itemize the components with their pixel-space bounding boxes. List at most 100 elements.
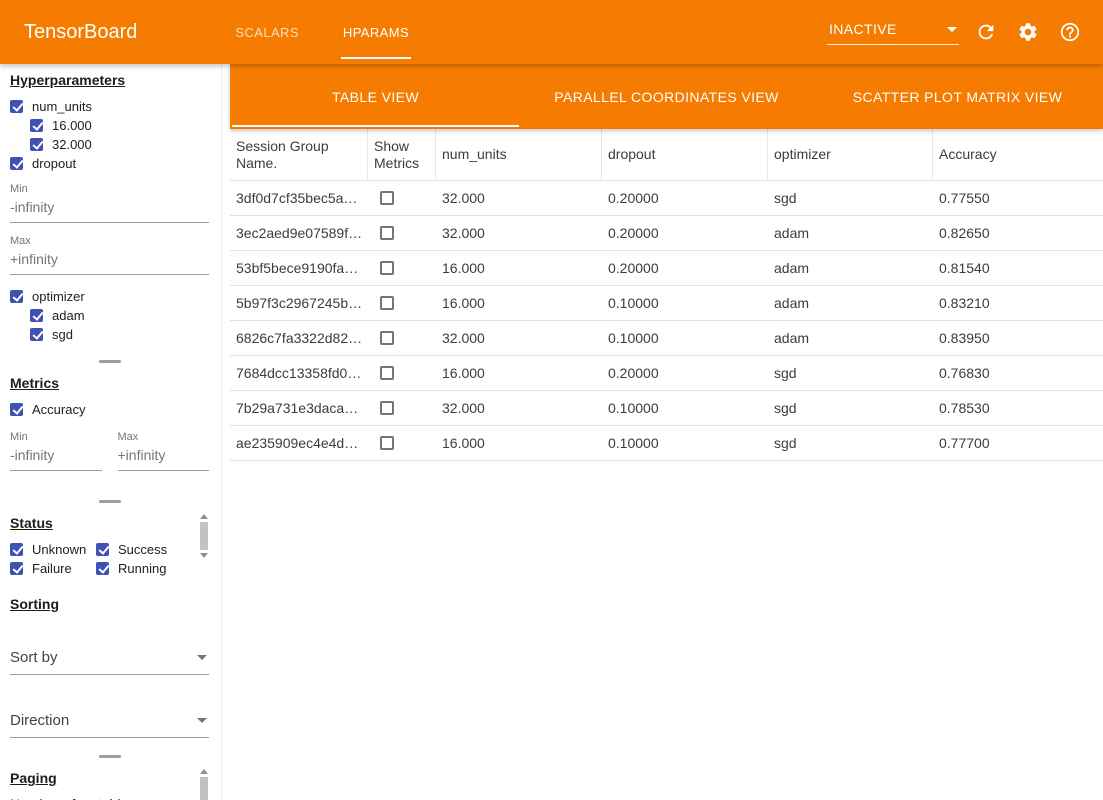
section-resize-handle[interactable] (98, 755, 121, 758)
scroll-up-icon[interactable] (199, 769, 208, 774)
column-num-units: num_units (436, 129, 602, 180)
status-success[interactable]: Success (96, 540, 185, 558)
hparam-value-32[interactable]: 32.000 (30, 135, 209, 153)
show-metrics-checkbox[interactable] (380, 331, 394, 345)
dropout-min-input[interactable] (10, 195, 209, 223)
scrollbar-thumb[interactable] (199, 777, 208, 800)
metrics-title: Metrics (10, 375, 60, 391)
tab-scatter-plot-matrix-view[interactable]: SCATTER PLOT MATRIX VIEW (812, 64, 1103, 129)
hparam-value-16-label: 16.000 (52, 117, 92, 133)
dropout-max-input[interactable] (10, 247, 209, 275)
hparam-value-adam[interactable]: adam (30, 306, 209, 324)
table-row: 7684dcc13358fd0… 16.000 0.20000 sgd 0.76… (230, 356, 1103, 391)
dropout-max-label: Max (10, 235, 31, 247)
table-row: 3ec2aed9e07589f… 32.000 0.20000 adam 0.8… (230, 216, 1103, 251)
num-units-cell: 16.000 (442, 260, 485, 276)
app-header: TensorBoard SCALARS HPARAMS INACTIVE (0, 0, 1103, 64)
checkbox-checked-icon[interactable] (96, 561, 109, 575)
status-failure-label: Failure (32, 560, 72, 576)
show-metrics-cell (368, 261, 436, 275)
session-group-name: 3ec2aed9e07589f… (236, 225, 363, 241)
status-failure[interactable]: Failure (10, 559, 96, 577)
status-unknown[interactable]: Unknown (10, 540, 96, 558)
status-running-label: Running (118, 560, 167, 576)
checkbox-checked-icon[interactable] (30, 118, 43, 132)
help-icon (1060, 22, 1080, 42)
hparam-optimizer[interactable]: optimizer (10, 287, 209, 305)
tab-scalars-label: SCALARS (235, 24, 299, 40)
show-metrics-checkbox[interactable] (380, 261, 394, 275)
accuracy-cell: 0.82650 (939, 225, 990, 241)
reload-button[interactable] (971, 17, 1001, 47)
section-resize-handle[interactable] (98, 360, 121, 363)
checkbox-checked-icon[interactable] (10, 542, 23, 556)
settings-button[interactable] (1013, 17, 1043, 47)
num-units-cell: 32.000 (442, 330, 485, 346)
table-row: 7b29a731e3daca… 32.000 0.10000 sgd 0.785… (230, 391, 1103, 426)
matching-groups-summary: Number of matching session groups: 8 (10, 795, 183, 800)
show-metrics-cell (368, 191, 436, 205)
metrics-section: Metrics Accuracy Min Max (0, 367, 221, 503)
accuracy-cell: 0.76830 (939, 365, 990, 381)
main-panel: TABLE VIEW PARALLEL COORDINATES VIEW SCA… (230, 64, 1103, 800)
show-metrics-checkbox[interactable] (380, 436, 394, 450)
run-status-select[interactable]: INACTIVE (827, 19, 959, 45)
column-accuracy: Accuracy (939, 146, 997, 162)
metric-accuracy[interactable]: Accuracy (10, 400, 209, 418)
show-metrics-checkbox[interactable] (380, 401, 394, 415)
show-metrics-checkbox[interactable] (380, 296, 394, 310)
checkbox-checked-icon[interactable] (96, 542, 109, 556)
metric-min-label: Min (10, 431, 28, 443)
session-group-name: 53bf5bece9190fa… (236, 260, 359, 276)
checkbox-checked-icon[interactable] (10, 289, 23, 303)
num-units-cell: 16.000 (442, 295, 485, 311)
num-units-cell: 32.000 (442, 400, 485, 416)
show-metrics-checkbox[interactable] (380, 226, 394, 240)
tab-scalars[interactable]: SCALARS (213, 0, 321, 64)
checkbox-checked-icon[interactable] (30, 327, 43, 341)
direction-select[interactable]: Direction (10, 707, 209, 738)
dropout-cell: 0.20000 (608, 190, 659, 206)
optimizer-cell: sgd (774, 190, 797, 206)
tab-parallel-coordinates-view[interactable]: PARALLEL COORDINATES VIEW (521, 64, 812, 129)
metric-max-input[interactable] (117, 443, 209, 471)
section-resize-handle[interactable] (98, 500, 121, 503)
optimizer-cell: adam (774, 260, 810, 276)
tab-table-view[interactable]: TABLE VIEW (230, 64, 521, 129)
accuracy-cell: 0.78530 (939, 400, 990, 416)
hparam-dropout[interactable]: dropout (10, 154, 209, 172)
hparam-value-16[interactable]: 16.000 (30, 116, 209, 134)
optimizer-cell: sgd (774, 400, 797, 416)
checkbox-checked-icon[interactable] (30, 137, 43, 151)
metric-min-input[interactable] (10, 443, 102, 471)
checkbox-checked-icon[interactable] (30, 308, 43, 322)
show-metrics-cell (368, 366, 436, 380)
sort-by-select[interactable]: Sort by (10, 644, 209, 675)
scrollbar-thumb[interactable] (199, 522, 208, 550)
show-metrics-checkbox[interactable] (380, 366, 394, 380)
dropout-cell: 0.20000 (608, 225, 659, 241)
paging-section: Paging Number of matching session groups… (0, 762, 221, 800)
hparam-value-sgd[interactable]: sgd (30, 325, 209, 343)
help-button[interactable] (1055, 17, 1085, 47)
tab-table-view-label: TABLE VIEW (332, 88, 419, 105)
session-group-name: 3df0d7cf35bec5a… (236, 190, 358, 206)
paging-scrollbar[interactable] (199, 769, 208, 800)
status-scrollbar[interactable] (199, 514, 208, 558)
hparam-num-units[interactable]: num_units (10, 97, 209, 115)
metrics-minmax: Min Max (10, 420, 209, 483)
checkbox-checked-icon[interactable] (10, 156, 23, 170)
column-session-group-name: Session Group Name. (230, 129, 368, 180)
checkbox-checked-icon[interactable] (10, 402, 23, 416)
status-running[interactable]: Running (96, 559, 185, 577)
show-metrics-cell (368, 436, 436, 450)
scroll-up-icon[interactable] (199, 514, 208, 519)
column-dropout: dropout (602, 129, 768, 180)
checkbox-checked-icon[interactable] (10, 561, 23, 575)
table-row: 5b97f3c2967245b… 16.000 0.10000 adam 0.8… (230, 286, 1103, 321)
show-metrics-checkbox[interactable] (380, 191, 394, 205)
tab-hparams[interactable]: HPARAMS (321, 0, 431, 64)
column-optimizer: optimizer (768, 129, 933, 180)
scroll-down-icon[interactable] (199, 553, 208, 558)
checkbox-checked-icon[interactable] (10, 99, 23, 113)
